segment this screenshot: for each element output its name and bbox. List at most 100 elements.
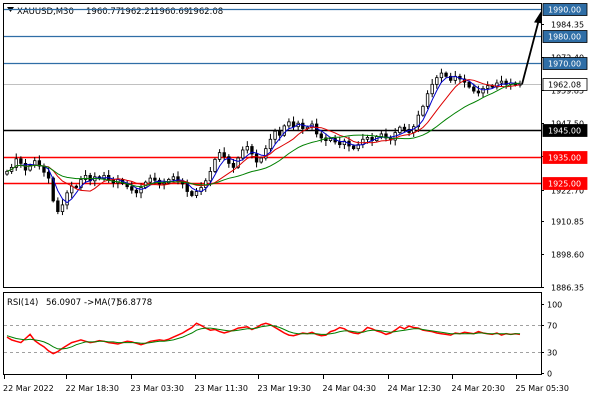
price-tick-label: 1898.60 [551,251,584,260]
symbol-header: XAUUSD,M30 1960.77 1962.21 1960.69 1962.… [7,7,223,17]
candle-body [171,176,176,180]
price-tick-label: 1947.50 [551,120,584,129]
candle-body [278,130,282,136]
rsi-tick-label: 100 [547,301,562,310]
price-axis: 1984.351972.401959.851947.501935.101922.… [541,3,588,293]
candle-body [439,72,444,79]
candle-body [259,157,263,163]
symbol-label: XAUUSD,M30 [17,7,74,17]
forecast-arrow-shaft [521,19,540,85]
candle-body [268,138,273,150]
candle-body [60,204,65,212]
candle-body [83,175,88,180]
candle-body [56,200,60,212]
candle-body [37,160,42,167]
candle-body [162,182,166,185]
candle-body [208,171,213,182]
candle-body [70,185,74,194]
level-price-label: 1945.00 [548,127,581,136]
current-price-label-box [542,78,588,91]
level-price-label-box [542,57,588,70]
candle-body [23,162,28,171]
candle-body [79,179,83,188]
close-value: 1962.08 [188,7,223,17]
indicator-header: RSI(14) 56.0907 ->MA(7) 56.8778 [7,298,152,308]
candle-body [14,158,18,168]
time-axis: 22 Mar 2022 22 Mar 18:30 23 Mar 03:30 23 Ma… [3,375,569,393]
candle-body [425,93,430,107]
candle-body [241,149,245,159]
price-tick-label: 1910.85 [551,218,584,227]
rsi-tick-label: 70 [547,322,557,331]
candle-body [416,114,420,128]
candle-body [435,77,439,85]
time-tick-label: 23 Mar 19:30 [258,384,311,393]
candle-body [227,156,231,164]
candle-body [185,183,189,192]
candle-body [301,122,305,129]
level-price-label: 1970.00 [548,60,581,69]
candle-body [282,125,286,136]
candle-body [102,175,106,180]
candle-body [273,130,277,140]
open-value: 1960.77 [86,7,121,17]
time-tick-label: 24 Mar 12:30 [388,384,441,393]
candle-body [250,146,254,155]
candle-body [51,177,55,202]
candle-body [19,158,23,164]
level-price-label-box [542,177,588,190]
rsi-panel: 100 70 30 0 [4,301,562,379]
candle-body [245,146,249,151]
main-chart-frame [3,3,542,288]
price-tick-label: 1984.35 [551,21,584,30]
moving-averages [6,75,521,204]
candle-body [74,185,78,188]
horizontal-levels [4,8,541,185]
candle-body [485,85,490,89]
rsi-value: 56.0907 [46,298,81,308]
moving-average-line [6,79,521,192]
candle-body [444,72,448,77]
candle-body [130,186,134,191]
candle-body [351,145,356,150]
candle-body [176,176,180,182]
candle-body [384,133,388,139]
candle-body [291,121,296,128]
candle-body [499,80,504,84]
level-price-label: 1980.00 [548,33,581,42]
candle-body [402,126,407,130]
candle-body [467,81,471,88]
candle-body [472,86,476,92]
level-price-label-box [542,3,588,16]
candle-body [319,133,323,139]
rsi-series-line [6,324,520,350]
candle-body [5,171,9,175]
rsi-ma-label: ->MA(7) [84,298,119,308]
candle-body [148,177,152,183]
time-tick-label: 22 Mar 18:30 [66,384,119,393]
level-price-label: 1990.00 [548,6,581,15]
candle-body [139,187,143,194]
price-tick-label: 1886.35 [551,284,584,293]
candle-body [231,162,236,168]
candle-body [398,126,402,133]
time-tick-label: 23 Mar 11:30 [195,384,248,393]
candle-body [449,75,453,81]
time-tick-label: 24 Mar 04:30 [323,384,376,393]
candle-body [476,90,481,94]
low-value: 1960.69 [154,7,189,17]
time-tick-label: 25 Mar 05:30 [516,384,569,393]
current-price-label: 1962.08 [548,81,581,90]
candle-body [287,121,291,127]
candle-body [338,141,342,146]
candle-body [194,191,199,196]
candle-body [328,138,333,142]
level-price-label-box [542,124,588,137]
candle-body [430,83,434,95]
candle-body [153,177,157,181]
level-price-label: 1935.00 [548,154,581,163]
moving-average-line [6,82,521,188]
time-tick-label: 24 Mar 20:30 [452,384,505,393]
candle-body [65,192,69,206]
